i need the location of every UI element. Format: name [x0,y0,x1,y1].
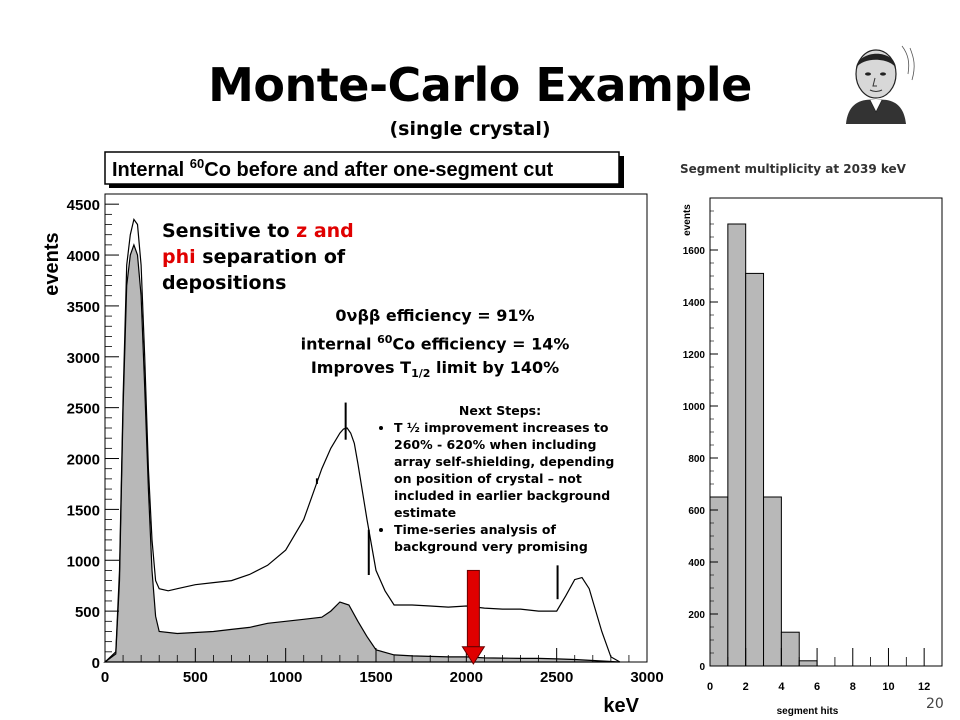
right-chart-caption: Segment multiplicity at 2039 keV [680,162,906,176]
hist-x-tick-label: 0 [707,681,713,693]
y-tick-label: 500 [75,604,100,621]
hist-bar [780,631,800,667]
hist-y-tick-label: 400 [688,558,705,569]
hist-bar [798,660,818,667]
sensitivity-prefix: Sensitive to [162,220,297,242]
hist-x-tick-label: 8 [850,681,856,693]
hist-x-tick-label: 12 [918,681,930,693]
left-spectrum-chart: Internal 60Co before and after one-segme… [41,151,664,717]
sensitivity-z: z and [296,220,354,242]
y-tick-label: 1000 [67,553,100,570]
next-steps-title: Next Steps: [458,403,542,418]
hist-x-tick-label: 6 [814,681,820,693]
y-axis-label: events [41,232,63,295]
hist-y-tick-label: 200 [688,610,705,621]
chart-title: Internal 60Co before and after one-segme… [112,156,554,181]
y-tick-label: 0 [92,655,100,672]
y-tick-label: 3000 [67,350,100,367]
sensitivity-phi: phi [162,246,196,268]
hist-x-tick-label: 10 [882,681,894,693]
hist-x-axis-label: segment hits [777,706,839,717]
page-subtitle: (single crystal) [389,118,551,140]
sensitivity-rest: separation of depositions [162,246,346,294]
arrow-shaft [466,569,480,648]
hist-y-tick-label: 0 [699,662,705,673]
page-title: Monte-Carlo Example [208,58,752,112]
y-tick-label: 3500 [67,299,100,316]
hist-bar [727,223,747,667]
hist-bar [709,496,729,667]
improves-a: Improves T [310,358,412,378]
improves-limit: Improves T1/2 limit by 140% [270,356,600,386]
x-tick-label: 3000 [630,669,663,686]
x-tick-label: 1000 [269,669,302,686]
chart-title-shadow [109,184,624,188]
next-step-item: T ½ improvement increases to 260% - 620%… [394,419,620,521]
hist-y-tick-label: 1600 [683,246,706,257]
y-tick-label: 2000 [67,452,100,469]
x-tick-label: 2000 [450,669,483,686]
hist-bar [763,496,782,667]
hist-bar [745,272,765,667]
efficiency-co60-b: Co efficiency = 14% [392,334,570,354]
x-tick-label: 0 [101,669,109,686]
efficiency-co60-sup: 60 [377,333,393,346]
y-tick-label: 4500 [67,197,100,214]
efficiency-stats: 0νββ efficiency = 91% internal 60Co effi… [270,304,600,387]
improves-b: limit by 140% [430,358,560,378]
hist-y-tick-label: 1000 [683,402,706,413]
next-steps: Next Steps: T ½ improvement increases to… [380,402,620,555]
right-multiplicity-chart: 0 200 400 600 800 1000 1200 1400 1600 0 2 4 6 8 10 12 se… [682,197,943,717]
efficiency-0nbb: 0νββ efficiency = 91% [335,306,535,325]
improves-sub: 1/2 [411,367,431,381]
chart-title-shadow [619,156,624,188]
x-tick-label: 2500 [540,669,573,686]
hist-x-tick-label: 2 [743,681,749,693]
portrait-photo-icon [838,40,922,124]
efficiency-co60: internal 60Co efficiency = 14% [270,328,600,356]
y-tick-label: 1500 [67,502,100,519]
hist-y-tick-label: 600 [688,506,705,517]
y-tick-label: 2500 [67,401,100,418]
hist-x-tick-label: 4 [778,681,785,693]
sensitivity-note: Sensitive to z and phi separation of depo… [162,218,402,296]
hist-y-axis-label: events [682,204,693,236]
series-before-line [104,217,621,663]
arrow-head-icon [461,646,486,665]
x-tick-label: 1500 [359,669,392,686]
x-tick-label: 500 [183,669,208,686]
hist-y-tick-label: 1400 [683,298,706,309]
series-after-area [103,243,620,663]
page-number: 20 [926,696,944,712]
y-tick-label: 4000 [67,248,100,265]
x-axis-label: keV [603,695,639,717]
next-step-item: Time-series analysis of background very … [394,521,620,555]
efficiency-co60-a: internal [300,334,378,354]
hist-y-tick-label: 800 [688,454,705,465]
next-steps-list: T ½ improvement increases to 260% - 620%… [380,419,620,555]
hist-y-tick-label: 1200 [683,350,706,361]
